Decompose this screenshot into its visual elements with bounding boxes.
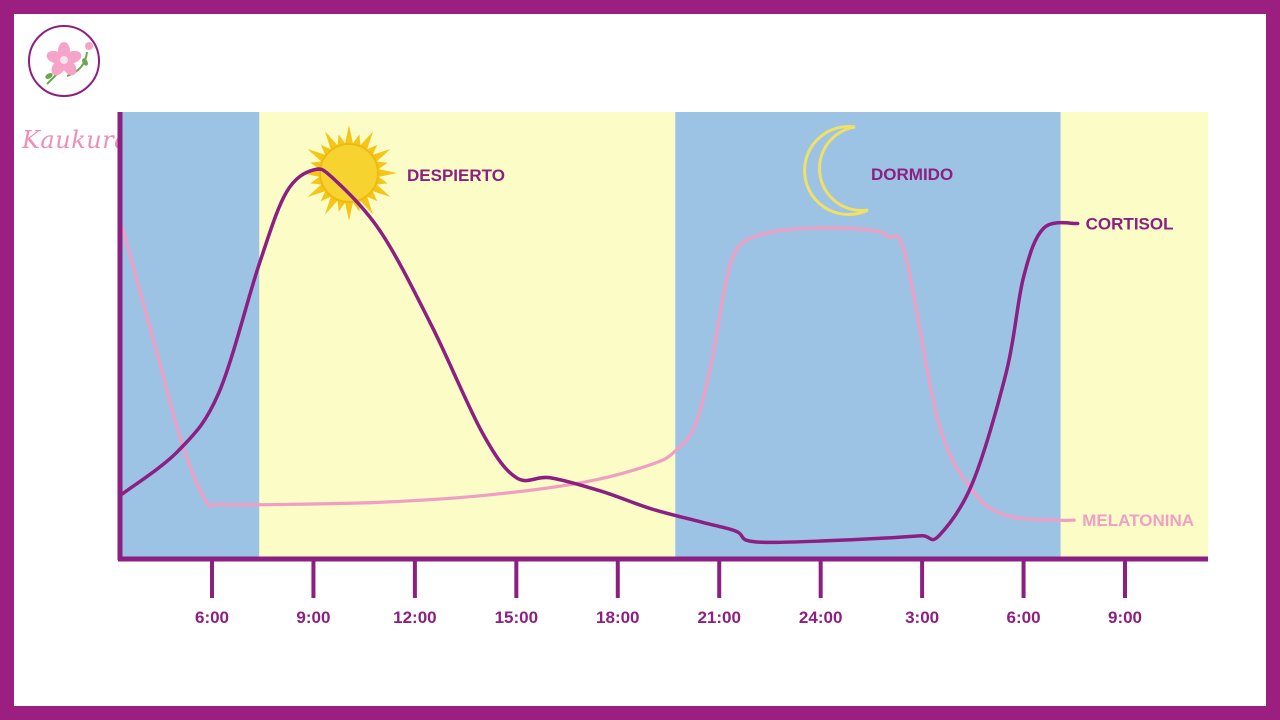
series-labels: MELATONINA CORTISOL (1082, 215, 1194, 531)
x-ticks: 6:00 9:00 12:00 15:00 18:00 21:00 24:00 3:00 6:0… (195, 560, 1142, 627)
sun-ray (337, 134, 346, 146)
tick-label: 6:00 (195, 608, 229, 627)
asleep-label: DORMIDO (871, 165, 953, 184)
cherry-blossom-icon (28, 25, 100, 97)
night-band-0 (120, 112, 260, 558)
awake-label: DESPIERTO (407, 166, 505, 185)
sun-ray (378, 169, 397, 177)
tick-label: 24:00 (799, 608, 842, 627)
sun-ray (320, 144, 331, 155)
brand-name: Kaukura (22, 126, 129, 154)
sun-ray (345, 202, 353, 221)
sun-ray (310, 161, 322, 170)
crescent-moon-icon (803, 125, 869, 216)
cortisol-series-label: CORTISOL (1086, 215, 1174, 234)
sun-ray (325, 131, 338, 150)
sun-ray (352, 134, 361, 146)
melatonin-series-label: MELATONINA (1082, 511, 1194, 530)
tick-label: 21:00 (697, 608, 740, 627)
axes (117, 112, 1208, 562)
sun-ray (360, 196, 373, 215)
day-band-3 (1060, 112, 1208, 558)
tick-label: 18:00 (596, 608, 639, 627)
sun-ray (310, 176, 322, 185)
sun-ray (376, 161, 388, 170)
tick-label: 6:00 (1007, 608, 1041, 627)
tick-label: 3:00 (905, 608, 939, 627)
sun-ray (372, 184, 391, 197)
sun-ray (345, 125, 353, 144)
night-band-2 (675, 112, 1061, 558)
sun-ray (372, 149, 391, 162)
melatonin-line (118, 217, 1076, 523)
background-bands (120, 112, 1208, 558)
sun-ray (307, 149, 326, 162)
sun-disc (319, 143, 379, 203)
sun-ray (325, 196, 338, 215)
sun-ray (376, 176, 388, 185)
sun-ray (367, 144, 378, 155)
series-lines (118, 167, 1080, 545)
sun-ray (367, 191, 378, 202)
tick-label: 12:00 (393, 608, 436, 627)
sun-ray (320, 191, 331, 202)
tick-label: 9:00 (296, 608, 330, 627)
sun-ray (337, 200, 346, 212)
tick-label: 9:00 (1108, 608, 1142, 627)
cortisol-line (118, 167, 1080, 545)
sun-ray (360, 131, 373, 150)
brand-logo: Kaukura (22, 22, 128, 154)
sun-icon (301, 125, 397, 221)
tick-label: 15:00 (495, 608, 538, 627)
sun-ray (307, 184, 326, 197)
